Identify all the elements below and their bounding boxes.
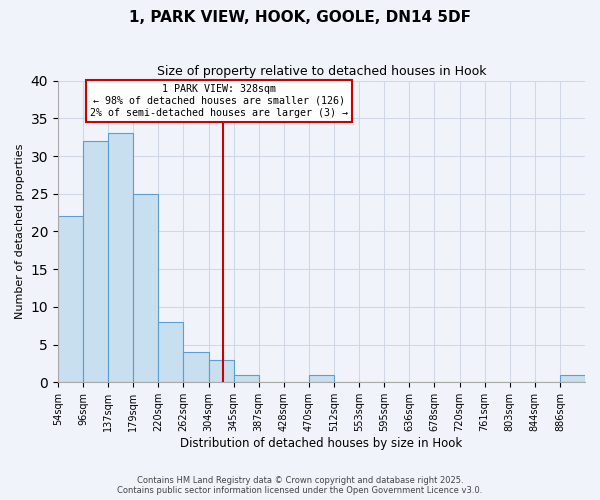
Text: 1 PARK VIEW: 328sqm
← 98% of detached houses are smaller (126)
2% of semi-detach: 1 PARK VIEW: 328sqm ← 98% of detached ho…	[91, 84, 349, 117]
Bar	[209, 360, 233, 382]
Bar	[233, 375, 259, 382]
Bar	[83, 141, 108, 382]
X-axis label: Distribution of detached houses by size in Hook: Distribution of detached houses by size …	[181, 437, 463, 450]
Y-axis label: Number of detached properties: Number of detached properties	[15, 144, 25, 319]
Title: Size of property relative to detached houses in Hook: Size of property relative to detached ho…	[157, 65, 486, 78]
Bar	[108, 134, 133, 382]
Bar	[309, 375, 334, 382]
Bar	[184, 352, 209, 382]
Text: 1, PARK VIEW, HOOK, GOOLE, DN14 5DF: 1, PARK VIEW, HOOK, GOOLE, DN14 5DF	[129, 10, 471, 25]
Bar	[133, 194, 158, 382]
Bar	[58, 216, 83, 382]
Text: Contains HM Land Registry data © Crown copyright and database right 2025.
Contai: Contains HM Land Registry data © Crown c…	[118, 476, 482, 495]
Bar	[158, 322, 184, 382]
Bar	[560, 375, 585, 382]
